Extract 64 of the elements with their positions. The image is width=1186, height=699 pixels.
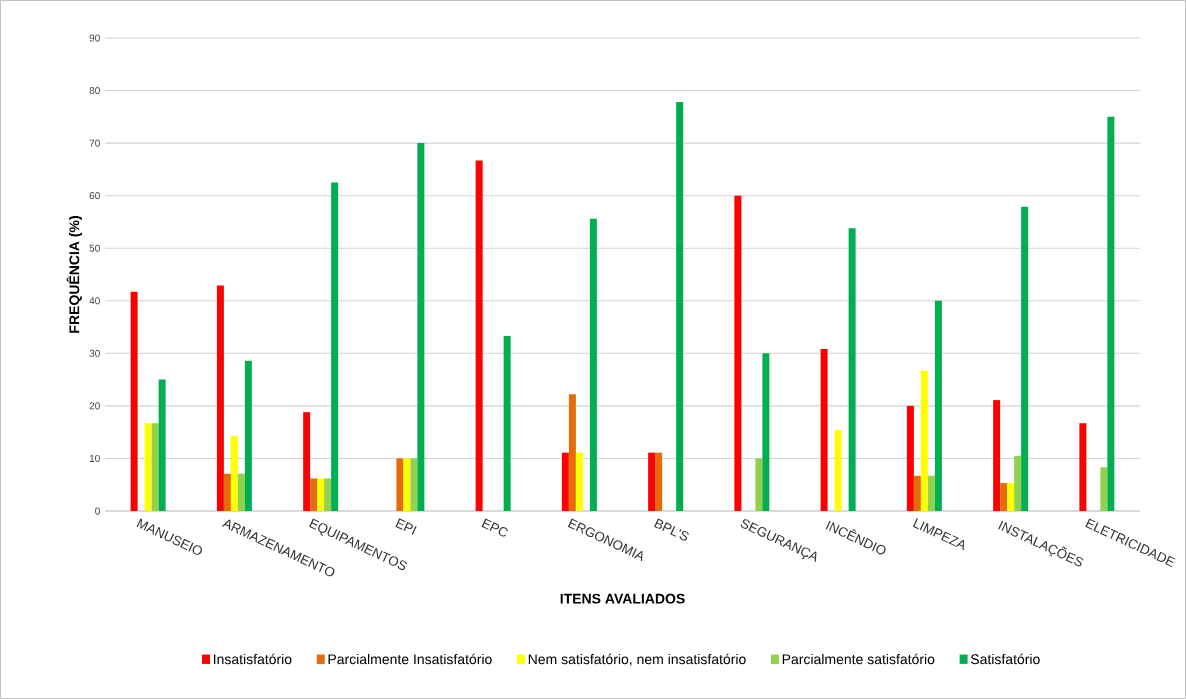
bar — [648, 452, 656, 511]
y-tick-label: 80 — [89, 87, 100, 95]
bar — [1007, 483, 1015, 511]
bar — [755, 458, 763, 511]
bar — [589, 218, 597, 511]
y-tick-label: 40 — [89, 297, 100, 305]
bar — [403, 458, 411, 511]
y-tick-label: 20 — [89, 402, 100, 410]
bar — [993, 400, 1001, 511]
y-tick-label: 30 — [89, 349, 100, 357]
legend-label: Parcialmente satisfatório — [782, 653, 935, 665]
y-tick-label: 50 — [89, 244, 100, 252]
bar — [1079, 423, 1087, 511]
bar — [324, 478, 332, 511]
bar — [575, 452, 583, 511]
bar — [1100, 467, 1108, 511]
bar — [848, 228, 856, 511]
bar — [1107, 116, 1115, 511]
bar — [734, 195, 742, 511]
y-tick-label: 70 — [89, 139, 100, 147]
legend-label: Parcialmente Insatisfatório — [328, 653, 492, 665]
bar — [927, 475, 935, 511]
x-tick-label: EPC — [481, 518, 508, 537]
bar — [762, 353, 770, 511]
legend-label: Satisfatório — [970, 653, 1040, 665]
y-tick-label: 60 — [89, 192, 100, 200]
x-axis-title: ITENS AVALIADOS — [560, 593, 685, 604]
bar — [410, 458, 418, 511]
bar — [561, 452, 569, 511]
y-tick-label: 90 — [89, 34, 100, 42]
bar — [317, 478, 325, 511]
y-tick-label: 0 — [95, 507, 100, 515]
legend-label: Nem satisfatório, nem insatisfatório — [528, 653, 746, 666]
bar — [568, 394, 576, 511]
bar — [913, 475, 921, 511]
bar — [237, 473, 245, 511]
bar — [417, 143, 425, 511]
bar — [1000, 483, 1008, 511]
bar — [834, 430, 842, 511]
bar — [158, 379, 166, 511]
bar — [144, 423, 152, 511]
bar — [130, 291, 138, 511]
bar — [151, 423, 159, 511]
bar — [216, 285, 224, 511]
bar — [475, 160, 483, 511]
bar — [230, 435, 238, 511]
bar — [310, 478, 318, 511]
bar — [331, 182, 339, 511]
bar — [934, 300, 942, 511]
bar — [244, 360, 252, 511]
bar — [820, 349, 828, 511]
bar — [223, 473, 231, 511]
bar — [503, 335, 511, 511]
bar — [676, 102, 684, 511]
bar — [1021, 206, 1029, 511]
bar — [396, 458, 404, 511]
y-axis-title: FREQUÊNCIA (%) — [66, 216, 83, 333]
bar — [920, 370, 928, 511]
bar — [303, 412, 311, 511]
bar — [655, 452, 663, 511]
bar — [906, 405, 914, 511]
legend-label: Insatisfatório — [213, 653, 292, 665]
bar — [1014, 455, 1022, 511]
y-tick-label: 10 — [89, 454, 100, 462]
